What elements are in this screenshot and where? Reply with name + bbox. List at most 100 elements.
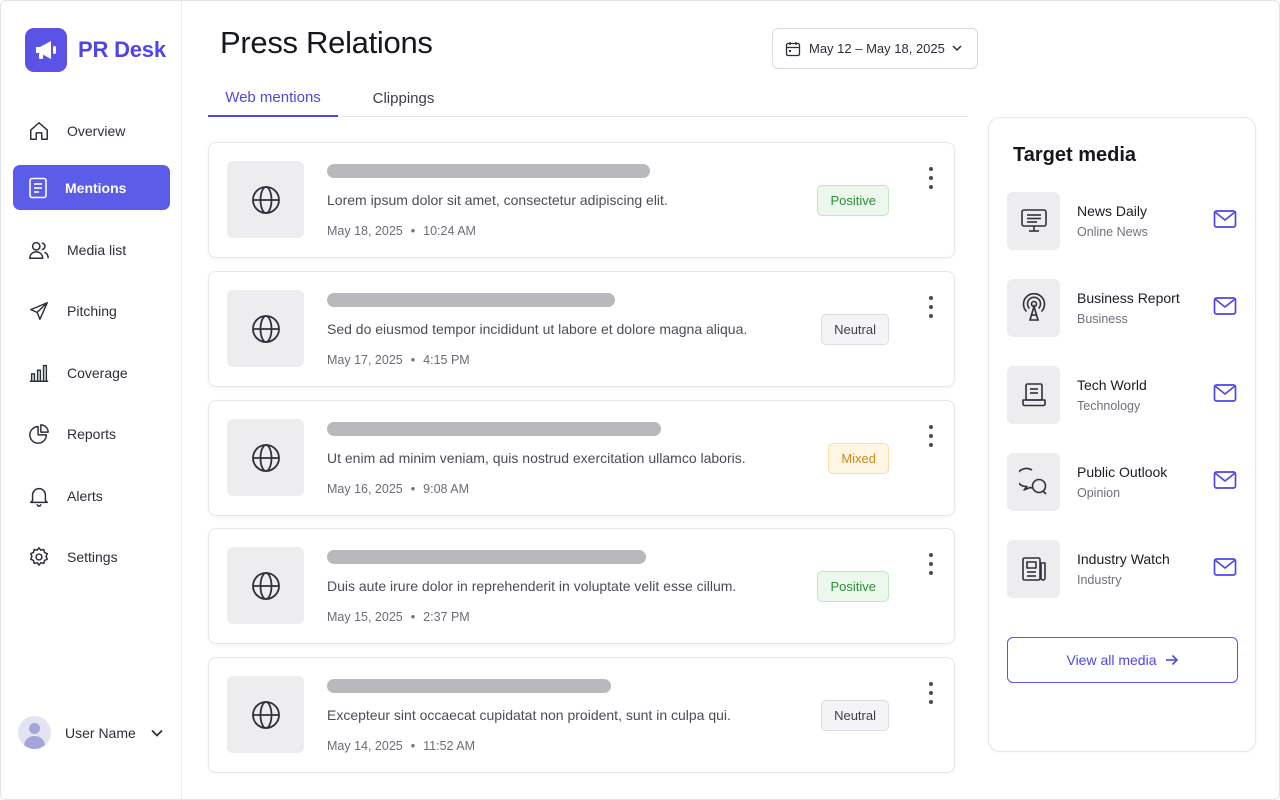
view-all-label: View all media	[1066, 652, 1157, 668]
media-name: News Daily	[1077, 203, 1148, 219]
media-category: Online News	[1077, 225, 1148, 239]
tab-bar: Web mentions Clippings	[208, 79, 968, 117]
user-name: User Name	[65, 724, 136, 741]
more-options-icon[interactable]	[924, 553, 938, 575]
mention-date: May 18, 2025	[327, 224, 403, 238]
sidebar-item-overview[interactable]: Overview	[13, 108, 170, 153]
tab-clippings[interactable]: Clippings	[372, 89, 435, 107]
target-media-panel: Target media News Daily Online News Busi…	[988, 117, 1256, 752]
separator-dot: •	[410, 224, 416, 238]
gear-icon	[30, 546, 48, 566]
globe-icon	[227, 161, 304, 238]
headline-placeholder	[327, 293, 615, 307]
headline-placeholder	[327, 422, 661, 436]
media-item[interactable]: Business Report Business	[1007, 279, 1239, 337]
newspaper-icon	[1007, 540, 1060, 598]
mail-icon[interactable]	[1213, 470, 1237, 490]
globe-icon	[227, 676, 304, 753]
send-icon	[30, 301, 48, 320]
chat-icon	[1007, 453, 1060, 511]
mention-meta: May 14, 2025 • 11:52 AM	[327, 739, 475, 753]
brand[interactable]: PR Desk	[25, 28, 166, 72]
users-icon	[29, 241, 49, 259]
mention-time: 9:08 AM	[423, 482, 470, 496]
view-all-media-button[interactable]: View all media	[1007, 637, 1238, 683]
sidebar-item-label: Media list	[67, 241, 127, 258]
mention-time: 11:52 AM	[423, 739, 476, 753]
sidebar-item-label: Coverage	[67, 364, 128, 381]
mention-summary: Excepteur sint occaecat cupidatat non pr…	[327, 707, 731, 723]
more-options-icon[interactable]	[924, 167, 938, 189]
sidebar-item-label: Mentions	[65, 179, 127, 196]
sidebar-item-label: Settings	[67, 548, 118, 565]
calendar-icon	[785, 41, 801, 56]
mention-date: May 16, 2025	[327, 482, 403, 496]
pie-chart-icon	[29, 423, 49, 444]
headline-placeholder	[327, 679, 611, 693]
sidebar-item-pitching[interactable]: Pitching	[13, 288, 170, 333]
mention-summary: Lorem ipsum dolor sit amet, consectetur …	[327, 192, 668, 208]
media-name: Industry Watch	[1077, 551, 1170, 567]
user-menu[interactable]: User Name	[18, 716, 164, 749]
mention-card[interactable]: Duis aute irure dolor in reprehenderit i…	[208, 528, 955, 644]
media-category: Technology	[1077, 399, 1141, 413]
mail-icon[interactable]	[1213, 557, 1237, 577]
sidebar: PR Desk Overview Mentions Media list Pit…	[1, 1, 182, 799]
mention-time: 2:37 PM	[423, 610, 470, 624]
mention-summary: Ut enim ad minim veniam, quis nostrud ex…	[327, 450, 746, 466]
mention-meta: May 16, 2025 • 9:08 AM	[327, 482, 469, 496]
sidebar-item-media-list[interactable]: Media list	[13, 227, 170, 272]
mention-card[interactable]: Sed do eiusmod tempor incididunt ut labo…	[208, 271, 955, 387]
mention-summary: Duis aute irure dolor in reprehenderit i…	[327, 578, 737, 594]
more-options-icon[interactable]	[924, 425, 938, 447]
sentiment-badge: Mixed	[828, 443, 889, 474]
mention-card[interactable]: Lorem ipsum dolor sit amet, consectetur …	[208, 142, 955, 258]
date-range-picker[interactable]: May 12 – May 18, 2025	[772, 28, 978, 69]
brand-name: PR Desk	[78, 37, 166, 62]
home-icon	[30, 121, 48, 140]
sidebar-item-coverage[interactable]: Coverage	[13, 350, 170, 395]
sidebar-item-label: Pitching	[67, 302, 117, 319]
globe-icon	[227, 419, 304, 496]
separator-dot: •	[410, 482, 416, 496]
media-item[interactable]: Industry Watch Industry	[1007, 540, 1239, 598]
sidebar-item-label: Reports	[67, 425, 117, 442]
panel-title: Target media	[1013, 144, 1136, 166]
media-name: Business Report	[1077, 290, 1180, 306]
sidebar-item-alerts[interactable]: Alerts	[13, 473, 170, 518]
sidebar-item-mentions[interactable]: Mentions	[13, 165, 170, 210]
sidebar-item-label: Overview	[67, 122, 126, 139]
media-item[interactable]: News Daily Online News	[1007, 192, 1239, 250]
more-options-icon[interactable]	[924, 682, 938, 704]
media-category: Industry	[1077, 573, 1122, 587]
sentiment-badge: Positive	[817, 185, 889, 216]
monitor-icon	[1007, 192, 1060, 250]
mail-icon[interactable]	[1213, 296, 1237, 316]
separator-dot: •	[410, 353, 416, 367]
laptop-icon	[1007, 366, 1060, 424]
mail-icon[interactable]	[1213, 383, 1237, 403]
mention-card[interactable]: Excepteur sint occaecat cupidatat non pr…	[208, 657, 955, 773]
mail-icon[interactable]	[1213, 209, 1237, 229]
chevron-down-icon	[151, 729, 163, 737]
date-range-value: May 12 – May 18, 2025	[809, 41, 945, 56]
chevron-down-icon	[952, 45, 962, 52]
media-name: Tech World	[1077, 377, 1147, 393]
arrow-right-icon	[1165, 654, 1178, 666]
sidebar-item-settings[interactable]: Settings	[13, 534, 170, 579]
sidebar-item-label: Alerts	[67, 487, 103, 504]
mention-time: 10:24 AM	[423, 224, 476, 238]
media-item[interactable]: Tech World Technology	[1007, 366, 1239, 424]
avatar	[18, 716, 51, 749]
mention-time: 4:15 PM	[423, 353, 470, 367]
headline-placeholder	[327, 550, 646, 564]
tab-web-mentions[interactable]: Web mentions	[208, 79, 338, 117]
broadcast-icon	[1007, 279, 1060, 337]
globe-icon	[227, 290, 304, 367]
mention-meta: May 18, 2025 • 10:24 AM	[327, 224, 476, 238]
mention-card[interactable]: Ut enim ad minim veniam, quis nostrud ex…	[208, 400, 955, 516]
mention-date: May 15, 2025	[327, 610, 403, 624]
more-options-icon[interactable]	[924, 296, 938, 318]
sidebar-item-reports[interactable]: Reports	[13, 411, 170, 456]
media-item[interactable]: Public Outlook Opinion	[1007, 453, 1239, 511]
